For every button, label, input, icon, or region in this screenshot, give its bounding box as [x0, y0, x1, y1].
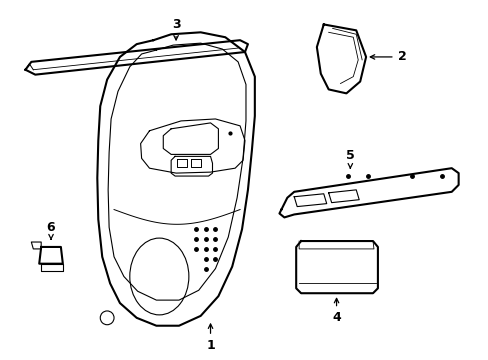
Text: 5: 5: [345, 149, 354, 168]
Text: 4: 4: [331, 298, 340, 324]
Text: 1: 1: [206, 324, 214, 352]
Text: 2: 2: [369, 50, 406, 63]
Text: 6: 6: [47, 221, 55, 239]
Text: 3: 3: [171, 18, 180, 40]
